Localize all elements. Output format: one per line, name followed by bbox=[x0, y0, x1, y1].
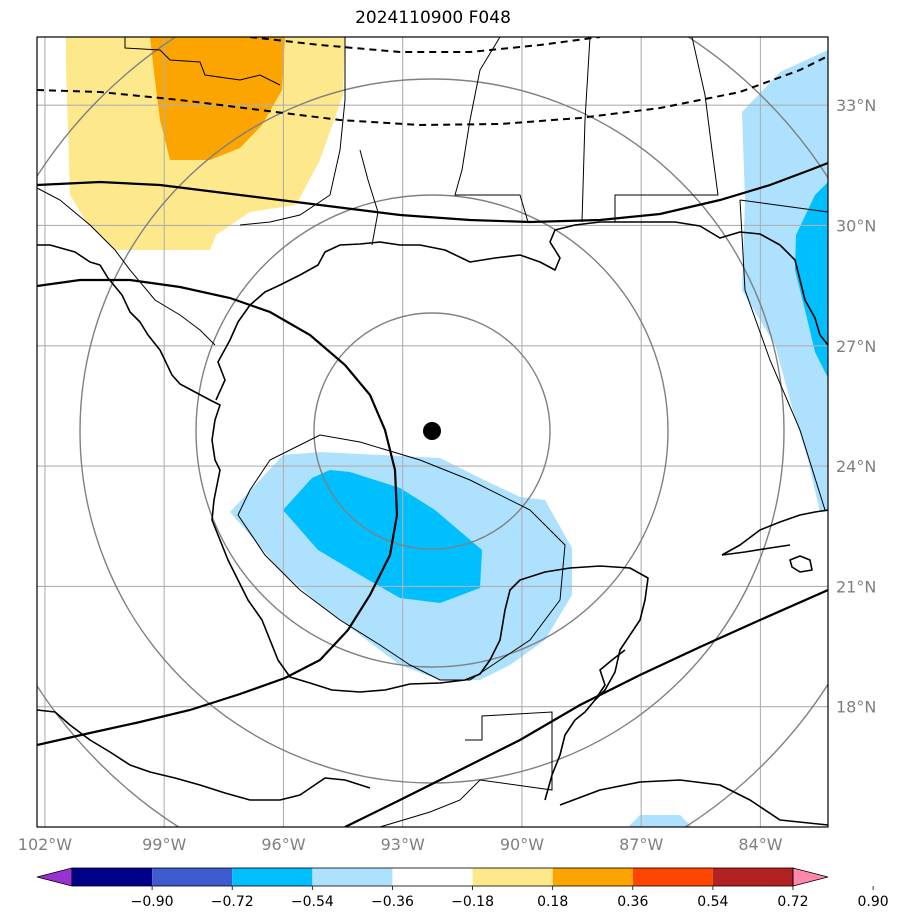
cuba-west bbox=[721, 544, 791, 556]
border-state-5 bbox=[581, 37, 591, 223]
border-state-7 bbox=[739, 199, 828, 213]
lat-tick-label: 33°N bbox=[836, 96, 876, 115]
lon-tick-label: 99°W bbox=[142, 835, 186, 854]
light-blue-region-east bbox=[742, 50, 828, 512]
solid-contour-lower bbox=[344, 588, 828, 827]
lon-tick-label: 102°W bbox=[18, 835, 73, 854]
honduras-coast bbox=[559, 779, 828, 826]
border-us-mexico bbox=[37, 187, 216, 346]
belize-coast bbox=[594, 649, 626, 701]
colorbar-tick-label: −0.90 bbox=[131, 894, 174, 910]
lat-tick-label: 24°N bbox=[836, 457, 876, 476]
light-blue-region-south bbox=[628, 815, 692, 827]
solid-contour-circle bbox=[37, 278, 399, 747]
colorbar-tick-label: 0.18 bbox=[537, 894, 568, 910]
lon-tick-label: 90°W bbox=[500, 835, 544, 854]
contour-lines bbox=[37, 37, 828, 827]
latitude-tick-labels: 33°N 30°N 27°N 24°N 21°N 18°N bbox=[836, 96, 876, 717]
colorbar-tick-label: −0.18 bbox=[451, 894, 494, 910]
island-small bbox=[789, 555, 813, 573]
graticule bbox=[37, 37, 828, 827]
lon-tick-label: 87°W bbox=[619, 835, 663, 854]
yucatan-east bbox=[544, 719, 576, 801]
colorbar-tick-label: −0.72 bbox=[211, 894, 254, 910]
colorbar-tick-label: −0.54 bbox=[291, 894, 334, 910]
lat-tick-label: 21°N bbox=[836, 577, 876, 596]
colorbar-extend-high bbox=[792, 867, 829, 887]
colorbar-segment bbox=[312, 868, 393, 886]
border-state-3 bbox=[359, 149, 379, 246]
range-ring-2 bbox=[195, 194, 669, 668]
border-gulf-region bbox=[237, 434, 566, 681]
lon-tick-label: 93°W bbox=[381, 835, 425, 854]
negative-anomaly-fill bbox=[230, 50, 828, 827]
colorbar-extend-low bbox=[36, 867, 73, 887]
blue-region-east bbox=[795, 182, 828, 378]
storm-center-marker bbox=[423, 422, 441, 440]
border-central-america bbox=[379, 711, 553, 827]
political-borders bbox=[37, 37, 828, 827]
colorbar-tick-label: −0.36 bbox=[371, 894, 414, 910]
lat-tick-label: 18°N bbox=[836, 698, 876, 717]
pacific-coast-south bbox=[37, 709, 371, 801]
border-state-6 bbox=[614, 37, 719, 222]
cuba-coast bbox=[721, 509, 828, 556]
colorbar-segment bbox=[72, 868, 153, 886]
colorbar-segment bbox=[232, 868, 313, 886]
border-state-8 bbox=[739, 199, 826, 511]
colorbar-tick-label: 0.36 bbox=[617, 894, 648, 910]
border-state-4 bbox=[454, 37, 529, 223]
colorbar-tick-label: 0.90 bbox=[858, 894, 889, 910]
texas-louisiana-coast bbox=[215, 221, 828, 401]
colorbar-segment bbox=[632, 868, 713, 886]
dashed-contour-mid bbox=[37, 55, 828, 127]
lon-tick-label: 84°W bbox=[738, 835, 782, 854]
lat-tick-label: 27°N bbox=[836, 337, 876, 356]
map-title: 2024110900 F048 bbox=[355, 8, 511, 28]
colorbar-segment bbox=[552, 868, 633, 886]
lon-tick-label: 96°W bbox=[261, 835, 305, 854]
colorbar-segment bbox=[152, 868, 233, 886]
colorbar-segment bbox=[392, 868, 473, 886]
longitude-tick-labels: 102°W 99°W 96°W 93°W 90°W 87°W 84°W bbox=[18, 835, 783, 854]
gulf-coast-north bbox=[37, 244, 649, 721]
lat-tick-label: 30°N bbox=[836, 216, 876, 235]
colorbar-segment bbox=[712, 868, 793, 886]
colorbar-outline bbox=[71, 867, 794, 887]
positive-anomaly-fill bbox=[66, 37, 345, 250]
map-frame bbox=[36, 36, 829, 828]
range-ring-1 bbox=[313, 312, 551, 550]
dashed-contour-top bbox=[249, 37, 601, 53]
colorbar-segment bbox=[472, 868, 553, 886]
colorbar: −0.90 −0.72 −0.54 −0.36 −0.18 0.18 0.36 0.54 0.7… bbox=[36, 867, 889, 910]
solid-contour-upper bbox=[37, 161, 828, 224]
colorbar-tick-label: 0.54 bbox=[697, 894, 728, 910]
border-state-2 bbox=[239, 37, 346, 226]
coastlines bbox=[37, 221, 828, 826]
blue-region-gulf bbox=[283, 470, 482, 603]
border-state-1 bbox=[124, 37, 281, 86]
colorbar-tick-label: 0.72 bbox=[777, 894, 808, 910]
map-plot-area bbox=[37, 37, 828, 827]
